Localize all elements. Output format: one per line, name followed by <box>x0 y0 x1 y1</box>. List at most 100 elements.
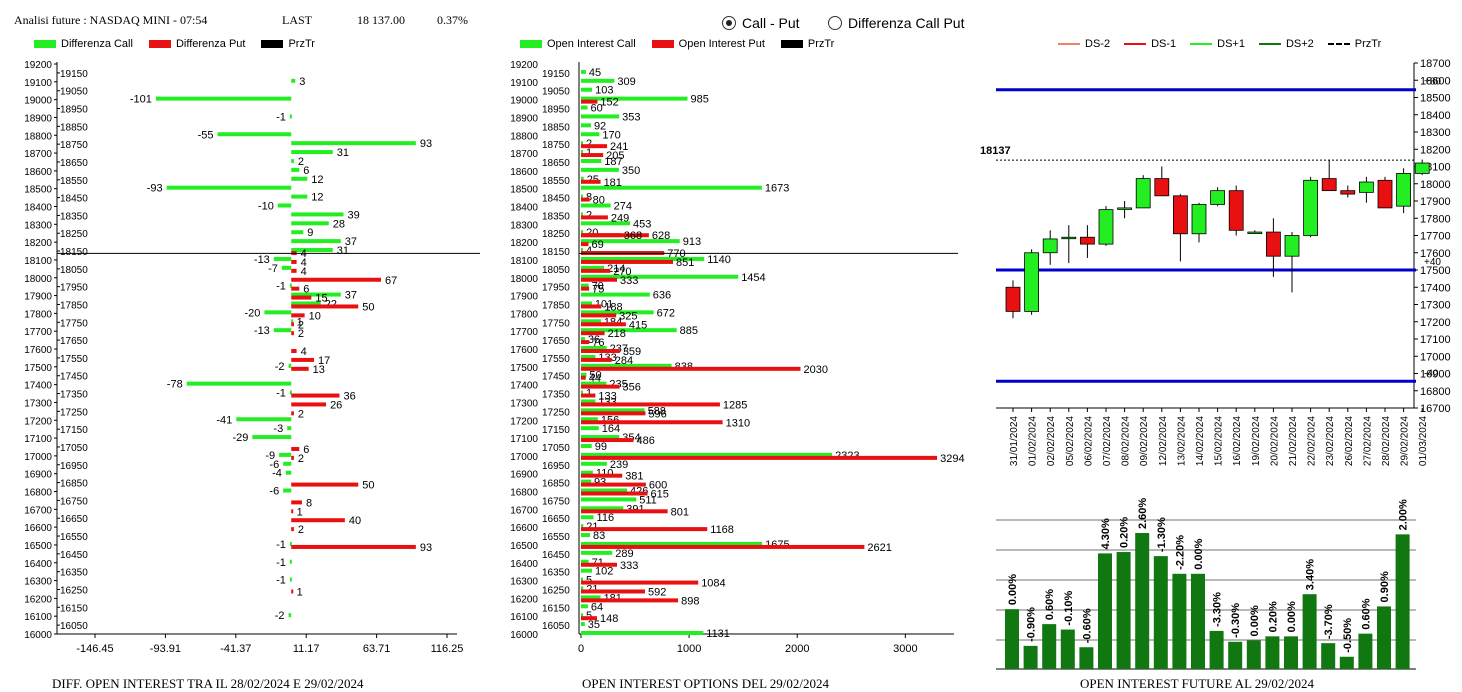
radio-differenza-call-put[interactable]: Differenza Call Put <box>828 15 964 31</box>
bar-label: 50 <box>589 370 601 382</box>
y-tick-label: 16800 <box>1420 386 1451 398</box>
call-swatch <box>520 40 542 48</box>
oi-change-label: -3.70% <box>1323 604 1335 639</box>
oi-call-bar <box>581 230 584 235</box>
bar-label: 3 <box>299 76 305 88</box>
date-label: 07/02/2024 <box>1102 416 1113 466</box>
oi-call-bar <box>581 461 607 466</box>
strike-label: 16500 <box>24 541 52 552</box>
bar-label: 4 <box>301 257 307 269</box>
bar-label: 4 <box>301 266 307 278</box>
call-bar <box>283 461 292 466</box>
strike-label: 17000 <box>510 452 538 463</box>
oi-change-bar <box>1395 534 1410 669</box>
strike-label: 17100 <box>24 434 52 445</box>
oi-call-bar <box>581 568 593 573</box>
bar-label: 1 <box>297 316 303 328</box>
y-tick-label: 17700 <box>1420 231 1451 243</box>
oi-call-bar <box>581 212 583 217</box>
bar-label: 672 <box>657 307 675 319</box>
oi-put-bar <box>581 544 865 549</box>
radio-call-put[interactable]: Call - Put <box>722 15 800 31</box>
date-label: 19/02/2024 <box>1251 416 1262 466</box>
bar-label: 45 <box>589 67 601 79</box>
oi-put-bar <box>581 215 608 220</box>
strike-label: 18250 <box>60 229 88 240</box>
oi-change-bar <box>1302 594 1317 669</box>
put-bar <box>291 268 297 273</box>
strike-label: 16000 <box>24 630 52 641</box>
oi-change-bar <box>1321 643 1336 669</box>
strike-label: 18450 <box>60 194 88 205</box>
candle-up <box>1284 235 1300 257</box>
strike-label: 16700 <box>24 505 52 516</box>
strike-label: 19200 <box>510 60 538 71</box>
bar-label: -13 <box>254 325 270 337</box>
strike-label: 18050 <box>542 265 570 276</box>
bar-label: -1 <box>276 539 286 551</box>
strike-label: 18500 <box>24 185 52 196</box>
strike-label: 16550 <box>542 532 570 543</box>
oi-change-label: -0.30% <box>1230 603 1242 638</box>
strike-label: 17550 <box>542 354 570 365</box>
candle-down <box>1377 179 1393 209</box>
oi-call-bar <box>581 399 596 404</box>
put-swatch <box>651 40 674 48</box>
call-bar <box>264 310 292 315</box>
put-bar <box>291 482 359 487</box>
oi-change-bar <box>1209 630 1224 669</box>
bar-label: -2 <box>275 361 285 373</box>
oi-call-bar <box>581 105 588 110</box>
bar-label: 26 <box>330 399 342 411</box>
strike-label: 18600 <box>24 167 52 178</box>
strike-label: 17450 <box>542 372 570 383</box>
oi-change-label: 0.60% <box>1360 598 1372 629</box>
bar-label: 4 <box>301 248 307 260</box>
put-bar <box>291 357 315 362</box>
call-bar <box>291 248 333 253</box>
date-label: 09/02/2024 <box>1139 416 1150 466</box>
bar-label: 31 <box>337 245 349 257</box>
strike-label: 18550 <box>60 176 88 187</box>
strike-label: 18200 <box>24 238 52 249</box>
strike-label: 18000 <box>24 274 52 285</box>
oi-change-label: 2.60% <box>1137 498 1149 529</box>
oi-change-label: 0.20% <box>1119 517 1131 548</box>
bar-label: 40 <box>349 515 361 527</box>
strike-label: 18350 <box>542 211 570 222</box>
call-bar <box>291 176 308 181</box>
put-bar <box>291 366 309 371</box>
bar-label: 511 <box>639 494 657 506</box>
prztr-line <box>1327 43 1350 45</box>
strike-label: 18150 <box>542 247 570 258</box>
oi-call-bar <box>581 265 605 270</box>
oi-put-bar <box>581 268 611 273</box>
oi-call-bar <box>581 541 763 546</box>
oi-call-bar <box>581 390 583 395</box>
bar-label: 415 <box>629 319 647 331</box>
strike-label: 18650 <box>542 158 570 169</box>
bar-label: 10 <box>309 310 321 322</box>
strike-label: 18750 <box>60 140 88 151</box>
strike-label: 16400 <box>510 559 538 570</box>
call-bar <box>289 283 292 288</box>
y-tick-label: 18500 <box>1420 93 1451 105</box>
bar-label: -1 <box>276 557 286 569</box>
oi-call-bar <box>581 515 594 520</box>
candle-up <box>1117 207 1132 210</box>
oi-put-bar <box>581 616 598 621</box>
oi-change-bar <box>1246 640 1261 669</box>
oi-call-bar <box>581 283 589 288</box>
bar-label: 1310 <box>726 417 750 429</box>
bar-label: 592 <box>648 586 666 598</box>
x-tick-label: 3000 <box>893 643 917 655</box>
put-bar <box>291 455 294 460</box>
strike-label: 17550 <box>60 354 88 365</box>
bar-label: 381 <box>625 471 643 483</box>
strike-label: 18500 <box>510 185 538 196</box>
call-bar <box>291 141 416 146</box>
oi-call-bar <box>581 194 583 199</box>
ds+2-line <box>1258 43 1281 45</box>
strike-label: 17900 <box>510 292 538 303</box>
call-bar <box>291 212 344 217</box>
